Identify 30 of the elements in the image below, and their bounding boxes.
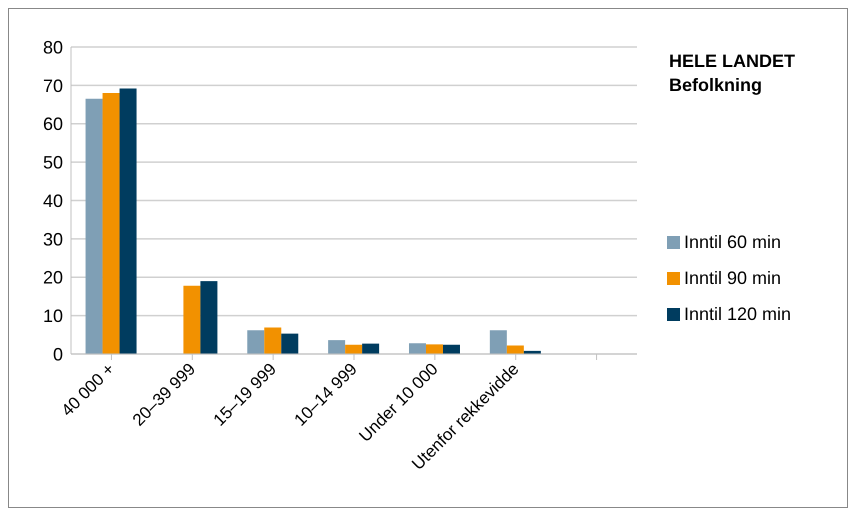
bar — [328, 340, 346, 354]
legend-label: Inntil 120 min — [684, 303, 792, 326]
y-tick-label: 70 — [42, 76, 63, 96]
text: Befolkning — [669, 74, 763, 97]
y-tick-label: 50 — [42, 152, 63, 173]
bar — [183, 286, 200, 354]
y-tick-label: 30 — [42, 229, 63, 250]
bar — [120, 88, 137, 354]
y-tick-label: 10 — [42, 306, 63, 326]
bar — [345, 344, 362, 354]
bar — [200, 281, 218, 354]
bar — [408, 343, 426, 354]
bar — [102, 93, 120, 354]
bar — [247, 330, 264, 354]
text: HELE LANDET — [669, 50, 795, 73]
y-tick-label: 0 — [52, 344, 63, 364]
y-tick-label: 20 — [42, 268, 63, 288]
legend-label: Inntil 90 min — [684, 267, 782, 290]
bar — [426, 344, 443, 354]
y-tick-label: 80 — [42, 37, 63, 58]
bar — [442, 344, 460, 354]
bar — [281, 334, 298, 354]
bar — [264, 328, 282, 354]
y-tick-label: 60 — [42, 114, 63, 134]
bar — [490, 330, 507, 354]
legend-label: Inntil 60 min — [684, 231, 782, 254]
bar — [86, 98, 103, 354]
y-tick-label: 40 — [42, 190, 63, 211]
bar — [506, 346, 524, 354]
bar — [362, 344, 380, 354]
